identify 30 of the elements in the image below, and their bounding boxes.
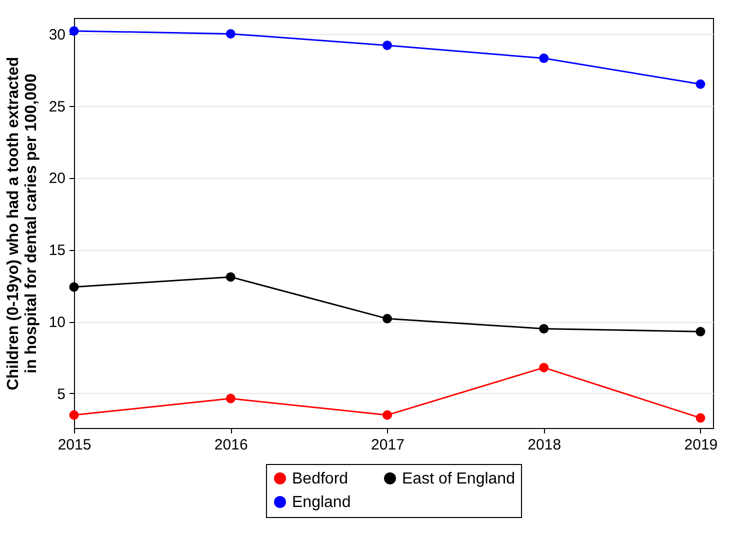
point [69,26,79,36]
legend-label: Bedford [292,470,348,488]
point [696,413,706,423]
point [539,324,549,334]
y-tick-label: 10 [48,314,66,332]
y-tick-label: 20 [48,170,66,188]
y-tick-label: 30 [48,26,66,44]
x-tick-label: 2017 [371,436,404,454]
y-tick-label: 5 [57,386,66,403]
point [69,410,79,420]
point [382,314,392,324]
point [382,410,392,420]
legend-label: East of England [402,470,515,488]
point [696,326,706,336]
point [226,394,236,404]
point [69,282,79,292]
x-tick-label: 2015 [58,436,92,454]
y-tick-label: 25 [48,98,66,116]
x-tick-label: 2019 [684,436,718,454]
point [539,54,549,64]
point [226,272,236,282]
x-tick-label: 2016 [214,436,248,454]
y-axis-title: Children (0-19yo) who had a tooth extracted in hospital for dental caries per 100,000 [4,56,40,390]
y-tick-label: 15 [48,242,66,260]
point [226,29,236,39]
legend-label: England [292,494,351,511]
point [696,79,706,89]
point [539,362,549,372]
x-tick-label: 2018 [528,436,562,454]
point [382,40,392,50]
